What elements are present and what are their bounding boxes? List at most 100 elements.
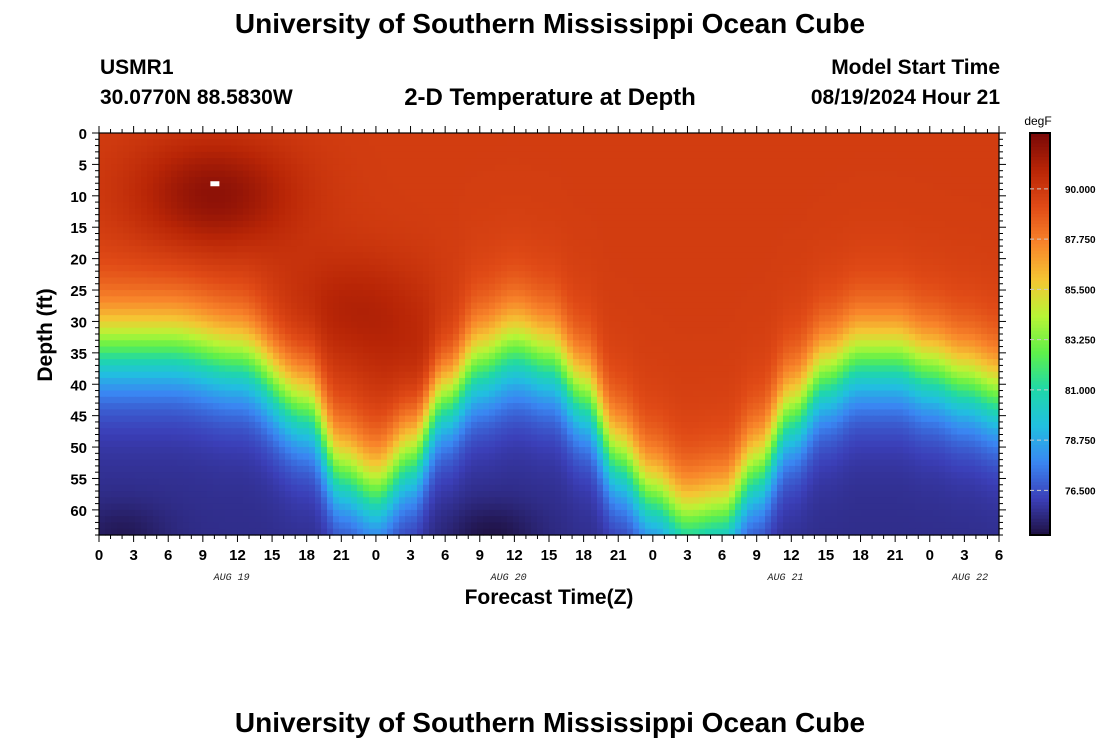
heatmap-cell bbox=[975, 271, 982, 279]
heatmap-cell bbox=[297, 145, 304, 153]
heatmap-cell bbox=[147, 283, 154, 291]
heatmap-cell bbox=[465, 183, 472, 191]
heatmap-cell bbox=[243, 151, 250, 159]
heatmap-cell bbox=[243, 164, 250, 172]
heatmap-cell bbox=[129, 264, 136, 272]
heatmap-cell bbox=[873, 208, 880, 216]
heatmap-cell bbox=[237, 277, 244, 285]
heatmap-cell bbox=[357, 264, 364, 272]
heatmap-cell bbox=[567, 133, 574, 140]
heatmap-cell bbox=[723, 246, 730, 253]
heatmap-cell bbox=[501, 214, 508, 222]
heatmap-cell bbox=[849, 246, 856, 253]
heatmap-cell bbox=[789, 151, 796, 159]
heatmap-cell bbox=[153, 164, 160, 172]
heatmap-cell bbox=[789, 189, 796, 197]
heatmap-cell bbox=[525, 164, 532, 172]
heatmap-cell bbox=[891, 327, 898, 335]
heatmap-cell bbox=[723, 164, 730, 172]
heatmap-cell bbox=[879, 183, 886, 191]
heatmap-cell bbox=[363, 189, 370, 197]
heatmap-cell bbox=[243, 239, 250, 247]
heatmap-cell bbox=[993, 233, 1000, 241]
heatmap-cell bbox=[405, 252, 412, 260]
heatmap-cell bbox=[495, 233, 502, 241]
heatmap-cell bbox=[765, 151, 772, 159]
heatmap-cell bbox=[393, 308, 400, 316]
heatmap-cell bbox=[621, 239, 628, 247]
heatmap-cell bbox=[861, 296, 868, 304]
heatmap-cell bbox=[645, 183, 652, 191]
heatmap-cell bbox=[99, 208, 106, 216]
heatmap-cell bbox=[843, 151, 850, 159]
heatmap-cell bbox=[825, 290, 832, 297]
heatmap-cell bbox=[225, 176, 232, 184]
heatmap-cell bbox=[105, 334, 112, 341]
heatmap-cell bbox=[747, 315, 754, 323]
heatmap-cell bbox=[633, 252, 640, 260]
heatmap-cell bbox=[873, 258, 880, 266]
heatmap-cell bbox=[699, 158, 706, 166]
heatmap-cell bbox=[141, 321, 148, 329]
heatmap-cell bbox=[789, 334, 796, 341]
heatmap-cell bbox=[723, 183, 730, 191]
heatmap-cell bbox=[783, 176, 790, 184]
heatmap-cell bbox=[951, 308, 958, 316]
heatmap-cell bbox=[369, 170, 376, 178]
heatmap-cell bbox=[759, 214, 766, 222]
heatmap-cell bbox=[549, 214, 556, 222]
heatmap-cell bbox=[213, 214, 220, 222]
heatmap-cell bbox=[537, 277, 544, 285]
heatmap-cell bbox=[141, 315, 148, 323]
heatmap-cell bbox=[501, 195, 508, 203]
heatmap-cell bbox=[477, 302, 484, 310]
heatmap-cell bbox=[525, 246, 532, 253]
heatmap-cell bbox=[435, 246, 442, 253]
heatmap-cell bbox=[687, 202, 694, 209]
heatmap-cell bbox=[141, 252, 148, 260]
heatmap-cell bbox=[543, 258, 550, 266]
heatmap-cell bbox=[849, 334, 856, 341]
heatmap-cell bbox=[471, 252, 478, 260]
heatmap-cell bbox=[345, 283, 352, 291]
heatmap-cell bbox=[675, 151, 682, 159]
heatmap-cell bbox=[219, 264, 226, 272]
heatmap-cell bbox=[435, 220, 442, 228]
heatmap-cell bbox=[147, 220, 154, 228]
heatmap-cell bbox=[249, 290, 256, 297]
heatmap-cell bbox=[345, 264, 352, 272]
heatmap-cell bbox=[237, 195, 244, 203]
heatmap-cell bbox=[261, 239, 268, 247]
heatmap-cell bbox=[693, 277, 700, 285]
heatmap-cell bbox=[921, 233, 928, 241]
heatmap-cell bbox=[513, 233, 520, 241]
heatmap-cell bbox=[873, 158, 880, 166]
heatmap-cell bbox=[231, 195, 238, 203]
heatmap-cell bbox=[759, 151, 766, 159]
heatmap-cell bbox=[861, 334, 868, 341]
heatmap-cell bbox=[621, 290, 628, 297]
heatmap-cell bbox=[675, 220, 682, 228]
heatmap-cell bbox=[855, 202, 862, 209]
heatmap-cell bbox=[267, 170, 274, 178]
heatmap-cell bbox=[663, 334, 670, 341]
heatmap-cell bbox=[213, 290, 220, 297]
heatmap-cell bbox=[933, 189, 940, 197]
heatmap-cell bbox=[129, 271, 136, 279]
heatmap-cell bbox=[357, 208, 364, 216]
heatmap-cell bbox=[615, 164, 622, 172]
heatmap-cell bbox=[147, 239, 154, 247]
heatmap-cell bbox=[597, 183, 604, 191]
heatmap-cell bbox=[369, 327, 376, 335]
heatmap-cell bbox=[453, 239, 460, 247]
heatmap-cell bbox=[225, 334, 232, 341]
heatmap-cell bbox=[183, 264, 190, 272]
heatmap-cell bbox=[111, 170, 118, 178]
heatmap-cell bbox=[147, 233, 154, 241]
heatmap-cell bbox=[957, 252, 964, 260]
heatmap-cell bbox=[255, 302, 262, 310]
heatmap-cell bbox=[429, 158, 436, 166]
heatmap-cell bbox=[531, 164, 538, 172]
heatmap-cell bbox=[681, 202, 688, 209]
heatmap-cell bbox=[429, 308, 436, 316]
